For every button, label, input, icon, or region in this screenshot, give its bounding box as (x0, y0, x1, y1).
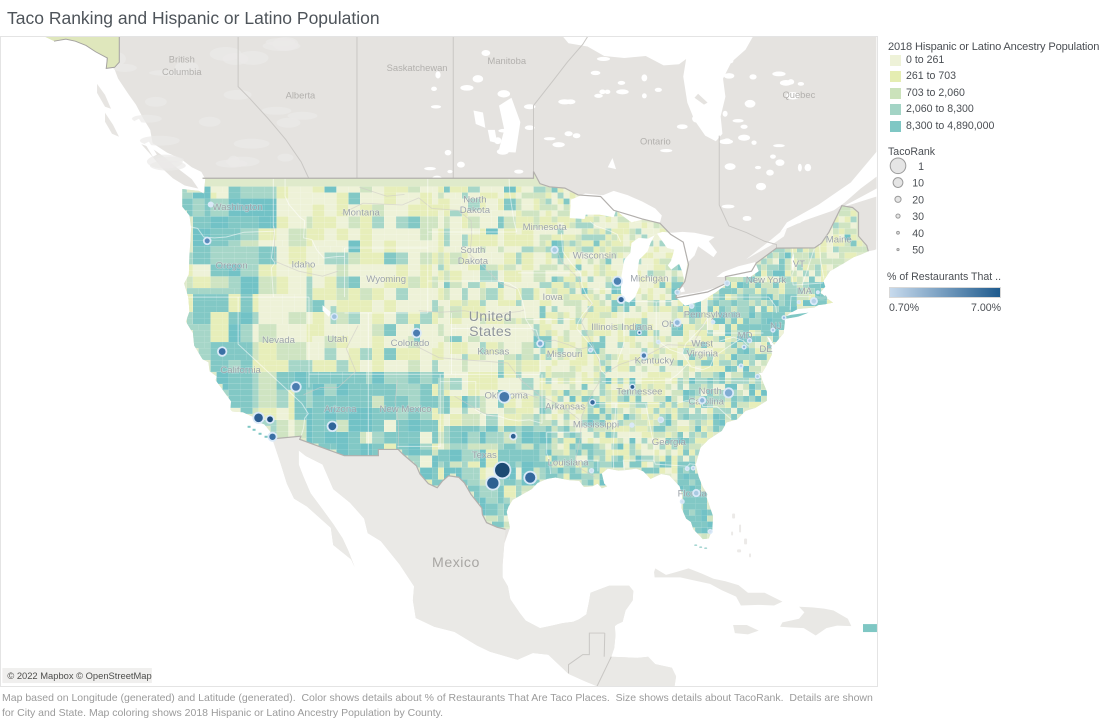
svg-text:Dakota: Dakota (458, 256, 489, 267)
svg-text:Saskatchewan: Saskatchewan (387, 63, 448, 73)
svg-text:Mississippi: Mississippi (573, 419, 619, 430)
svg-text:Texas: Texas (472, 450, 497, 461)
svg-text:Carolina: Carolina (688, 396, 724, 407)
svg-text:© 2022 Mapbox © OpenStreetMap: © 2022 Mapbox © OpenStreetMap (7, 671, 151, 681)
svg-text:VT: VT (793, 259, 805, 270)
svg-text:Wisconsin: Wisconsin (573, 250, 617, 261)
svg-text:North: North (463, 194, 486, 205)
svg-text:Louisiana: Louisiana (548, 458, 590, 469)
svg-text:Idaho: Idaho (291, 259, 315, 270)
svg-text:20: 20 (912, 194, 924, 206)
svg-text:Kansas: Kansas (477, 347, 509, 358)
svg-text:Nevada: Nevada (262, 335, 296, 346)
svg-text:30: 30 (912, 211, 924, 223)
svg-text:Maine: Maine (826, 234, 852, 245)
svg-text:Pennsylvania: Pennsylvania (684, 310, 742, 321)
svg-text:Manitoba: Manitoba (488, 56, 527, 66)
svg-text:Wyoming: Wyoming (366, 274, 406, 285)
svg-text:California: California (220, 365, 261, 376)
svg-text:Georgia: Georgia (652, 437, 687, 448)
svg-text:New Mexico: New Mexico (380, 404, 432, 415)
svg-text:Mexico: Mexico (432, 554, 480, 570)
svg-text:Indiana: Indiana (621, 322, 653, 333)
svg-text:Washington: Washington (213, 202, 263, 213)
svg-text:Columbia: Columbia (162, 67, 202, 77)
svg-text:Alberta: Alberta (286, 90, 316, 100)
svg-text:Arkansas: Arkansas (545, 401, 585, 412)
svg-text:Montana: Montana (343, 207, 381, 218)
svg-text:Arizona: Arizona (324, 404, 357, 415)
svg-text:50: 50 (912, 245, 924, 257)
svg-text:Illinois: Illinois (591, 322, 618, 333)
svg-text:New York: New York (746, 275, 787, 286)
svg-text:Minnesota: Minnesota (523, 222, 568, 233)
svg-text:40: 40 (912, 228, 924, 240)
svg-text:West: West (691, 339, 713, 350)
svg-text:1: 1 (918, 161, 924, 173)
svg-text:Tennessee: Tennessee (616, 386, 662, 397)
svg-text:Quebec: Quebec (783, 90, 816, 100)
svg-text:DE: DE (759, 344, 772, 355)
svg-text:North: North (698, 386, 721, 397)
svg-text:States: States (469, 323, 511, 339)
svg-text:Missouri: Missouri (547, 349, 583, 360)
svg-text:South: South (460, 245, 485, 256)
svg-text:Colorado: Colorado (391, 338, 430, 349)
svg-text:United: United (469, 308, 512, 324)
svg-text:Dakota: Dakota (460, 205, 491, 216)
svg-text:Virginia: Virginia (686, 349, 718, 360)
svg-text:10: 10 (912, 178, 924, 190)
svg-text:British: British (169, 54, 195, 64)
svg-text:Utah: Utah (327, 334, 347, 345)
svg-text:Iowa: Iowa (543, 292, 564, 303)
svg-text:Michigan: Michigan (630, 274, 668, 285)
svg-text:Oregon: Oregon (216, 260, 248, 271)
svg-text:MA: MA (798, 286, 813, 297)
svg-text:Ontario: Ontario (640, 137, 671, 147)
